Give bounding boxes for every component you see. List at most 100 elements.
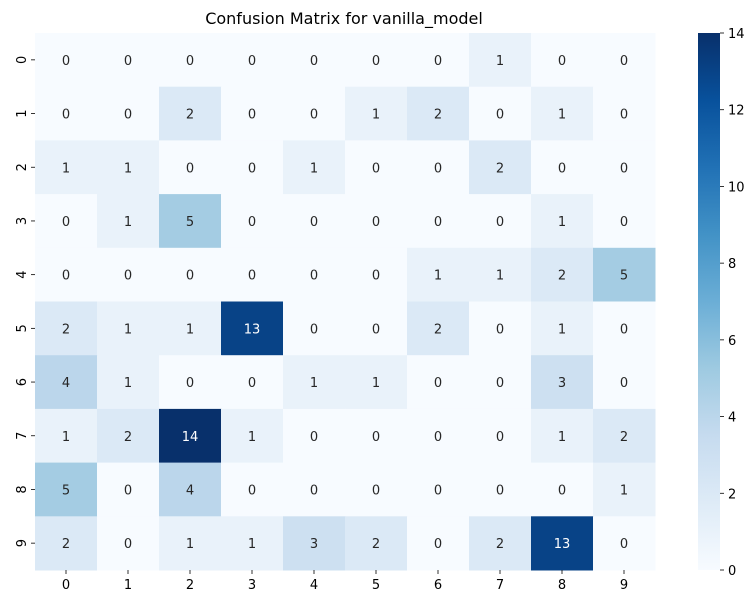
cell-value-label: 0 <box>496 215 504 230</box>
cell-value-label: 0 <box>248 215 256 230</box>
cell-value-label: 1 <box>310 376 318 391</box>
heatmap-cell <box>593 247 656 302</box>
heatmap-cell <box>283 301 346 356</box>
heatmap-cell <box>531 301 594 356</box>
heatmap-cell <box>407 462 470 517</box>
heatmap-cell <box>345 301 408 356</box>
heatmap-cell <box>407 408 470 464</box>
heatmap-cell <box>159 301 222 356</box>
heatmap-cell <box>283 355 346 410</box>
cell-value-label: 0 <box>310 430 318 445</box>
cell-value-label: 1 <box>558 108 566 123</box>
heatmap-cell <box>469 33 532 88</box>
heatmap-cell <box>97 247 160 302</box>
cell-value-label: 0 <box>186 376 194 391</box>
x-tick-label: 7 <box>496 578 504 593</box>
cell-value-label: 0 <box>310 54 318 69</box>
heatmap-cell <box>407 33 470 88</box>
heatmap-cell <box>469 140 532 195</box>
cell-value-label: 2 <box>496 161 504 176</box>
cell-value-label: 0 <box>434 376 442 391</box>
cell-value-label: 0 <box>372 54 380 69</box>
cell-value-label: 1 <box>558 215 566 230</box>
cell-value-label: 0 <box>124 537 132 552</box>
cell-value-label: 2 <box>434 108 442 123</box>
heatmap-cell <box>407 516 470 571</box>
cell-value-label: 0 <box>310 215 318 230</box>
x-tick-label: 1 <box>124 578 132 593</box>
heatmap-cell <box>159 86 222 141</box>
heatmap-cell <box>221 301 284 356</box>
cell-value-label: 0 <box>186 269 194 284</box>
heatmap-cell <box>159 408 222 464</box>
heatmap-cell <box>469 86 532 141</box>
cell-value-label: 0 <box>310 108 318 123</box>
cell-value-label: 0 <box>434 54 442 69</box>
cell-value-label: 1 <box>124 215 132 230</box>
heatmap-cell <box>407 86 470 141</box>
heatmap-cell <box>345 194 408 249</box>
x-tick-label: 6 <box>434 578 442 593</box>
heatmap-cell <box>35 33 98 88</box>
heatmap-cell <box>345 516 408 571</box>
x-tick-label: 9 <box>620 578 628 593</box>
cell-value-label: 0 <box>248 161 256 176</box>
cell-value-label: 1 <box>496 54 504 69</box>
cell-value-label: 1 <box>558 322 566 337</box>
heatmap-cell <box>593 408 656 464</box>
cell-value-label: 0 <box>372 483 380 498</box>
heatmap-cell <box>221 247 284 302</box>
heatmap-cell <box>593 355 656 410</box>
heatmap-cell <box>345 247 408 302</box>
colorbar-tick-label: 4 <box>728 411 736 426</box>
heatmap-cell <box>97 516 160 571</box>
x-axis: 0 1 2 3 4 5 6 7 8 9 <box>62 570 628 593</box>
cell-value-label: 1 <box>496 269 504 284</box>
cell-value-label: 0 <box>496 322 504 337</box>
heatmap-cell <box>469 408 532 464</box>
colorbar-tick-label: 2 <box>728 487 736 502</box>
cell-value-label: 2 <box>372 537 380 552</box>
heatmap-cells: 0 0 0 0 0 0 0 1 0 0 0 0 2 0 0 1 2 0 1 0 1 1 0 0 1 0 0 2 0 0 0 1 5 0 0 0 0 0 1 0… <box>35 33 656 571</box>
cell-value-label: 0 <box>620 215 628 230</box>
cell-value-label: 13 <box>554 537 571 552</box>
cell-value-label: 2 <box>186 108 194 123</box>
heatmap-cell <box>97 33 160 88</box>
heatmap-cell <box>221 355 284 410</box>
cell-value-label: 0 <box>434 215 442 230</box>
heatmap-cell <box>593 301 656 356</box>
heatmap-cell <box>283 194 346 249</box>
cell-value-label: 1 <box>372 376 380 391</box>
colorbar-tick-label: 12 <box>728 104 745 119</box>
cell-value-label: 0 <box>496 483 504 498</box>
cell-value-label: 0 <box>124 54 132 69</box>
heatmap-cell <box>531 86 594 141</box>
heatmap-cell <box>531 140 594 195</box>
cell-value-label: 1 <box>248 430 256 445</box>
cell-value-label: 0 <box>434 537 442 552</box>
heatmap-cell <box>283 247 346 302</box>
cell-value-label: 0 <box>310 483 318 498</box>
heatmap-cell <box>97 462 160 517</box>
cell-value-label: 0 <box>620 537 628 552</box>
cell-value-label: 0 <box>62 215 70 230</box>
cell-value-label: 3 <box>558 376 566 391</box>
cell-value-label: 14 <box>182 430 199 445</box>
heatmap-cell <box>469 355 532 410</box>
heatmap-cell <box>35 194 98 249</box>
cell-value-label: 0 <box>186 54 194 69</box>
cell-value-label: 0 <box>372 430 380 445</box>
heatmap-cell <box>35 408 98 464</box>
heatmap-cell <box>345 408 408 464</box>
cell-value-label: 5 <box>186 215 194 230</box>
heatmap-cell <box>593 86 656 141</box>
cell-value-label: 0 <box>434 161 442 176</box>
heatmap-cell <box>593 140 656 195</box>
y-tick-label: 7 <box>15 432 30 440</box>
heatmap-cell <box>35 140 98 195</box>
heatmap-cell <box>407 301 470 356</box>
heatmap-cell <box>283 516 346 571</box>
y-tick-label: 0 <box>15 56 30 64</box>
cell-value-label: 0 <box>186 161 194 176</box>
heatmap-cell <box>407 247 470 302</box>
